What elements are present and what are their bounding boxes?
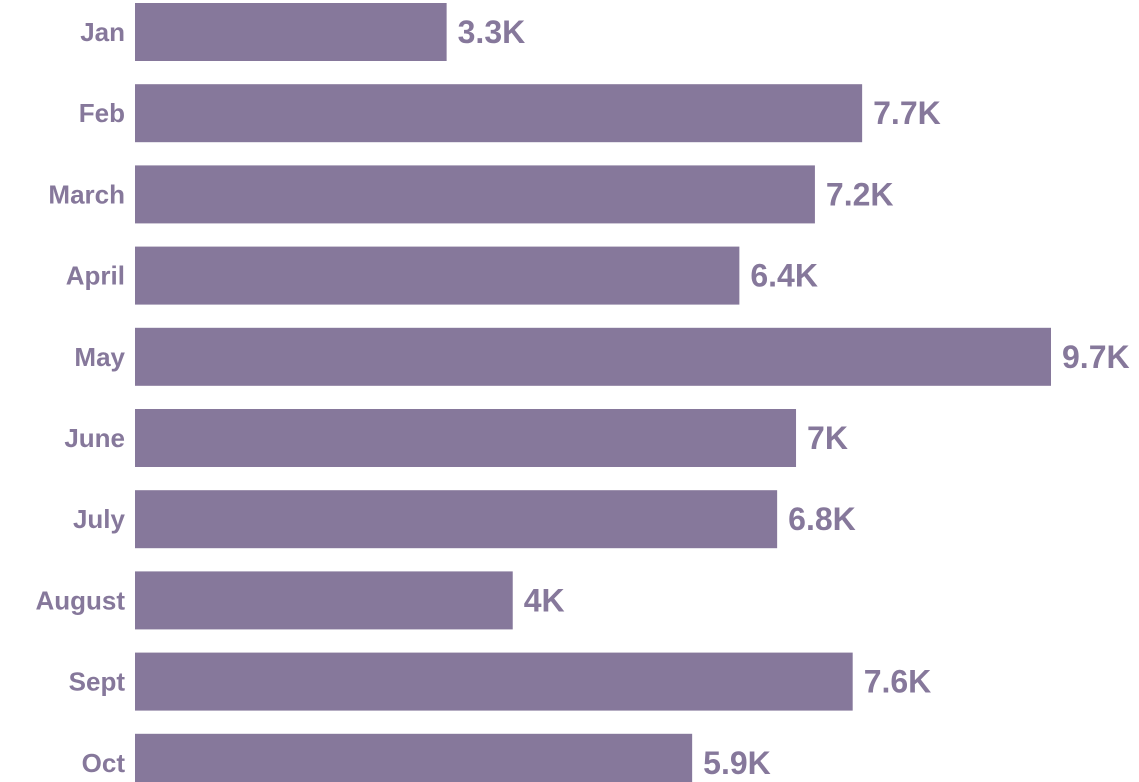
value-label-may: 9.7K [1062, 339, 1130, 375]
category-label-july: July [73, 504, 126, 534]
category-labels-group: Jan Feb March April May June July August Sept Oct [35, 17, 125, 778]
category-label-march: March [48, 179, 125, 209]
value-label-july: 6.8K [788, 501, 856, 537]
value-label-jan: 3.3K [458, 14, 526, 50]
value-label-feb: 7.7K [873, 95, 941, 131]
value-labels-group: 3.3K 7.7K 7.2K 6.4K 9.7K 7K 6.8K 4K 7.6K 5.9K [458, 14, 1130, 781]
category-label-april: April [66, 261, 125, 291]
value-label-august: 4K [524, 582, 565, 618]
bar-feb [135, 84, 863, 143]
bar-june [135, 409, 797, 467]
value-label-march: 7.2K [826, 176, 894, 212]
bar-oct [135, 733, 693, 782]
bar-march [135, 165, 815, 224]
bars-group [135, 3, 1051, 782]
category-label-june: June [64, 423, 125, 453]
bar-july [135, 490, 778, 549]
bar-august [135, 571, 513, 630]
bar-may [135, 327, 1051, 386]
value-label-april: 6.4K [750, 258, 818, 294]
category-label-may: May [74, 342, 125, 372]
category-label-august: August [35, 585, 125, 615]
bar-april [135, 246, 740, 305]
category-label-jan: Jan [80, 17, 125, 47]
bar-jan [135, 3, 447, 61]
value-label-june: 7K [807, 420, 848, 456]
bar-sept [135, 652, 853, 711]
value-label-oct: 5.9K [703, 745, 771, 781]
category-label-feb: Feb [79, 98, 125, 128]
category-label-sept: Sept [69, 667, 126, 697]
category-label-oct: Oct [82, 748, 126, 778]
value-label-sept: 7.6K [864, 664, 932, 700]
